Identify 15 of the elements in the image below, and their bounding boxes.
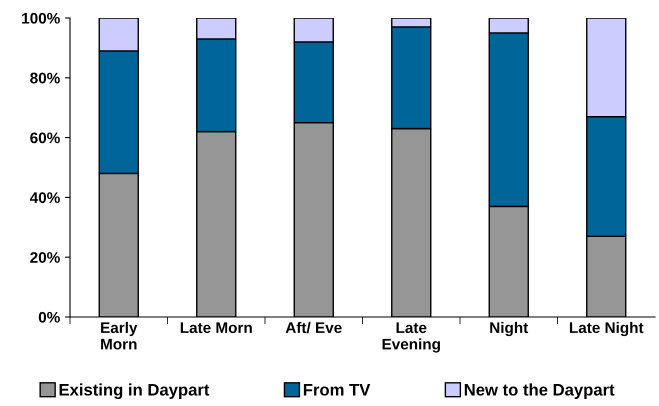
legend-label: New to the Daypart [464,383,614,399]
x-tick-label: Night [490,322,528,336]
x-tick-label: Late Evening [382,322,440,353]
x-tick-label: Late Morn [180,322,252,334]
legend-label: Existing in Daypart [60,383,210,400]
x-tick-label: Early Morn [101,322,138,350]
y-tick-label: 20% [30,252,60,263]
legend-label: From TV [304,384,370,396]
x-tick-label: Late Night [570,322,644,336]
y-tick-label: 0% [38,312,60,323]
y-tick-label: 80% [30,72,60,84]
y-tick-label: 40% [30,192,60,204]
y-tick-label: 100% [22,12,60,24]
x-tick-label: Aft/ Eve [286,322,342,334]
y-tick-label: 60% [30,132,60,144]
